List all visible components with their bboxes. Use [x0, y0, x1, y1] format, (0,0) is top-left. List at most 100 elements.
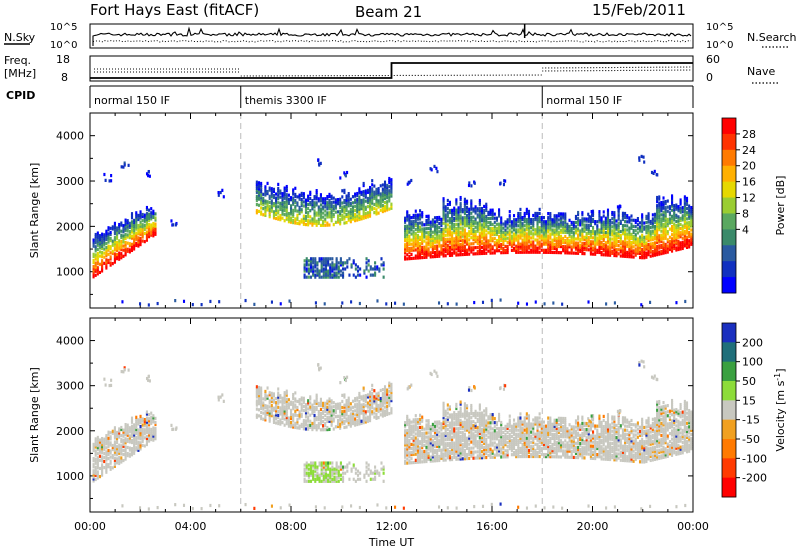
- power-cell: [96, 251, 99, 256]
- power-cell: [365, 257, 368, 261]
- power-cell: [589, 242, 592, 246]
- velocity-cell: [309, 463, 313, 467]
- power-cell: [598, 214, 601, 218]
- beam-title: Beam 21: [355, 3, 422, 21]
- power-cell: [664, 210, 667, 214]
- power-cell: [438, 244, 441, 248]
- power-cell: [148, 228, 151, 233]
- power-cell: [429, 236, 432, 241]
- power-cell: [150, 229, 153, 233]
- power-cell: [356, 214, 359, 218]
- power-cell: [329, 267, 332, 271]
- power-cell: [379, 192, 382, 196]
- power-cell: [347, 196, 350, 200]
- power-cell: [152, 228, 155, 232]
- power-cell: [309, 215, 312, 219]
- power-cell: [658, 213, 661, 217]
- power-cell: [491, 208, 494, 212]
- power-cell: [123, 161, 126, 165]
- power-cell: [345, 198, 348, 202]
- power-cell: [433, 240, 437, 244]
- velocity-cell: [268, 393, 271, 397]
- power-cell: [647, 242, 650, 247]
- velocity-cell: [390, 409, 393, 413]
- power-cell: [414, 213, 417, 217]
- power-cell: [685, 207, 689, 211]
- velocity-cell: [277, 413, 280, 418]
- power-cell: [542, 242, 545, 246]
- power-cell: [322, 219, 325, 223]
- velocity-cell: [287, 420, 290, 424]
- power-cell: [433, 252, 437, 257]
- power-cell: [602, 236, 605, 241]
- power-cell: [335, 265, 338, 269]
- power-cell: [375, 202, 378, 206]
- power-cell: [574, 237, 578, 241]
- velocity-cell: [383, 397, 387, 401]
- velocity-cell: [283, 409, 286, 413]
- power-cell: [315, 201, 318, 205]
- power-cell: [457, 243, 460, 247]
- power-cell: [288, 299, 291, 303]
- power-cell: [624, 211, 627, 216]
- velocity-cell: [116, 438, 119, 443]
- velocity-cell: [294, 397, 297, 401]
- power-cell: [606, 245, 610, 249]
- velocity-cell: [257, 414, 261, 418]
- power-cell: [617, 213, 620, 217]
- power-cell: [414, 256, 417, 260]
- power-cell: [656, 232, 659, 236]
- velocity-cell: [143, 432, 146, 436]
- power-cell: [587, 244, 590, 248]
- power-cell: [483, 237, 486, 241]
- power-cell: [315, 223, 318, 227]
- power-cell: [683, 217, 686, 221]
- power-cell: [438, 242, 441, 246]
- velocity-cell: [375, 394, 378, 398]
- power-cell: [472, 246, 475, 250]
- velocity-cell: [272, 406, 276, 410]
- velocity-cell: [354, 413, 357, 417]
- power-cell: [653, 220, 657, 225]
- velocity-cell: [304, 405, 308, 409]
- power-cell: [677, 225, 680, 229]
- power-cell: [542, 228, 545, 232]
- power-cell: [302, 214, 305, 218]
- power-cell: [470, 207, 473, 211]
- velocity-cell: [133, 441, 136, 445]
- power-cell: [105, 258, 108, 262]
- power-cell: [604, 216, 607, 220]
- power-cell: [508, 216, 511, 220]
- power-cell: [519, 215, 522, 220]
- power-cell: [555, 248, 558, 253]
- power-cell: [128, 223, 131, 227]
- power-cell: [574, 241, 578, 245]
- power-cell: [327, 271, 330, 275]
- velocity-cell: [101, 469, 104, 473]
- power-cell: [572, 235, 575, 239]
- velocity-cell: [101, 455, 104, 459]
- velocity-cell: [257, 398, 261, 402]
- power-cell: [444, 217, 447, 221]
- power-cell: [431, 224, 434, 228]
- power-cell: [425, 220, 428, 225]
- power-cell: [451, 241, 454, 245]
- power-cell: [591, 240, 595, 244]
- power-cell: [133, 220, 136, 225]
- power-cell: [374, 261, 377, 265]
- power-cell: [489, 245, 492, 249]
- power-cell: [617, 239, 620, 244]
- velocity-cell: [296, 420, 299, 424]
- velocity-cell: [141, 427, 144, 431]
- power-cell: [128, 242, 131, 246]
- power-cell: [611, 251, 614, 255]
- power-cell: [408, 218, 411, 222]
- power-cell: [98, 238, 102, 242]
- velocity-cell: [317, 403, 320, 408]
- power-cell: [451, 212, 454, 217]
- power-cell: [681, 236, 684, 240]
- velocity-cell: [152, 420, 155, 424]
- velocity-cell: [122, 434, 125, 438]
- power-cell: [647, 214, 650, 218]
- power-cell: [133, 224, 136, 229]
